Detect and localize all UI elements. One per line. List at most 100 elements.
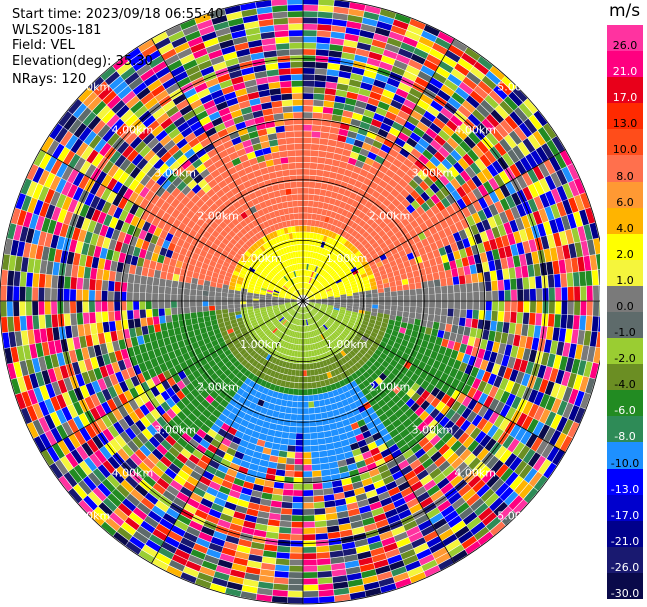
velocity-gate: [455, 127, 468, 141]
velocity-gate: [538, 162, 550, 178]
velocity-gate: [378, 164, 389, 174]
velocity-gate: [455, 444, 467, 457]
velocity-gate: [307, 293, 313, 297]
velocity-gate: [402, 173, 413, 184]
velocity-gate: [512, 145, 525, 160]
velocity-gate: [133, 309, 140, 319]
velocity-gate: [357, 341, 364, 349]
velocity-gate: [346, 307, 353, 312]
velocity-gate: [307, 207, 313, 214]
velocity-gate: [396, 221, 405, 231]
velocity-gate: [353, 240, 361, 248]
velocity-gate: [380, 122, 392, 133]
velocity-gate: [332, 310, 339, 315]
velocity-gate: [426, 235, 435, 245]
velocity-gate: [316, 260, 321, 267]
velocity-gate: [346, 290, 353, 294]
velocity-gate: [593, 347, 600, 364]
velocity-gate: [394, 230, 403, 239]
velocity-gate: [535, 146, 549, 162]
velocity-gate: [303, 150, 311, 156]
velocity-gate: [577, 226, 587, 242]
velocity-gate: [333, 6, 349, 15]
velocity-gate: [551, 188, 562, 204]
velocity-gate: [438, 146, 450, 158]
velocity-gate: [330, 262, 337, 269]
velocity-gate: [533, 325, 541, 339]
velocity-gate: [327, 204, 334, 211]
velocity-gate: [370, 281, 377, 287]
velocity-gate: [546, 139, 560, 156]
velocity-gate: [479, 154, 492, 168]
velocity-gate: [520, 430, 533, 445]
velocity-gate: [553, 354, 562, 370]
velocity-gate: [324, 313, 330, 318]
velocity-gate: [454, 292, 461, 301]
velocity-gate: [364, 286, 371, 291]
velocity-gate: [536, 439, 549, 455]
velocity-gate: [338, 128, 349, 137]
velocity-gate: [297, 401, 303, 408]
velocity-gate: [510, 382, 521, 396]
velocity-gate: [314, 182, 322, 189]
velocity-gate: [522, 348, 531, 361]
velocity-gate: [314, 266, 319, 273]
velocity-gate: [95, 311, 103, 323]
velocity-gate: [505, 393, 516, 407]
velocity-gate: [378, 229, 386, 238]
velocity-gate: [438, 345, 447, 355]
velocity-gate: [321, 293, 327, 297]
velocity-gate: [561, 371, 571, 387]
velocity-gate: [432, 42, 448, 55]
velocity-gate: [385, 267, 393, 274]
velocity-gate: [533, 455, 546, 471]
velocity-gate: [322, 107, 334, 114]
velocity-gate: [395, 153, 407, 163]
velocity-gate: [334, 299, 341, 301]
velocity-gate: [373, 324, 381, 331]
velocity-gate: [370, 315, 377, 321]
velocity-gate: [430, 387, 441, 397]
velocity-gate: [391, 143, 403, 153]
velocity-gate: [492, 248, 500, 260]
velocity-gate: [114, 281, 121, 292]
velocity-gate: [293, 490, 303, 497]
velocity-gate: [527, 418, 539, 433]
velocity-gate: [361, 238, 369, 246]
velocity-gate: [445, 182, 456, 194]
velocity-gate: [458, 275, 466, 285]
velocity-gate: [367, 97, 380, 107]
velocity-gate: [411, 382, 420, 392]
velocity-gate: [382, 318, 389, 324]
velocity-gate: [450, 242, 459, 252]
velocity-gate: [476, 484, 490, 498]
velocity-gate: [356, 332, 363, 339]
velocity-gate: [449, 223, 458, 234]
velocity-gate: [384, 305, 391, 310]
velocity-gate: [498, 343, 507, 355]
velocity-gate: [491, 226, 501, 239]
velocity-gate: [336, 83, 349, 91]
velocity-gate: [303, 357, 307, 364]
velocity-gate: [311, 125, 322, 132]
velocity-gate: [360, 23, 376, 33]
velocity-gate: [309, 298, 315, 300]
velocity-gate: [440, 208, 450, 219]
velocity-gate: [307, 293, 313, 298]
velocity-gate: [308, 296, 315, 299]
velocity-gate: [504, 290, 511, 301]
velocity-gate: [320, 269, 325, 276]
velocity-gate: [349, 2, 366, 11]
velocity-gate: [455, 333, 463, 344]
velocity-gate: [327, 139, 337, 147]
velocity-gate: [303, 509, 315, 515]
velocity-gate: [321, 295, 328, 298]
velocity-gate: [317, 11, 333, 19]
velocity-gate: [397, 295, 404, 301]
velocity-gate: [316, 30, 331, 38]
velocity-gate: [489, 238, 498, 251]
velocity-gate: [95, 279, 103, 291]
velocity-gate: [318, 589, 334, 597]
velocity-gate: [290, 534, 303, 541]
velocity-gate: [415, 338, 423, 346]
